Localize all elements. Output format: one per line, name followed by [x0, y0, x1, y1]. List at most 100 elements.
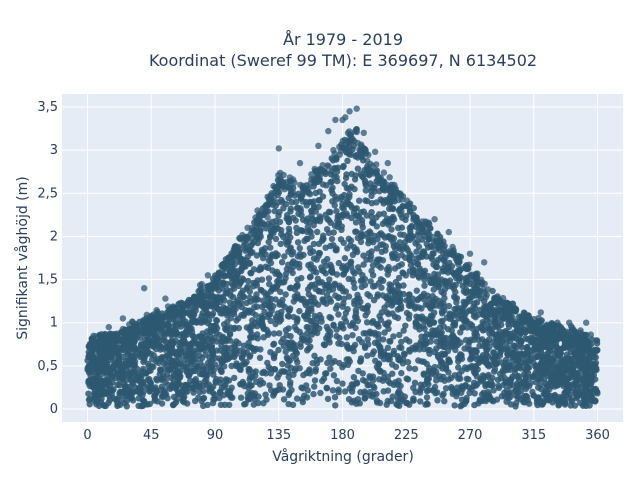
data-point — [185, 350, 192, 357]
data-point — [342, 174, 350, 182]
data-point — [438, 276, 445, 283]
data-point — [278, 259, 286, 266]
data-point — [362, 180, 369, 187]
data-point — [375, 376, 383, 383]
data-point — [225, 255, 232, 262]
data-point — [254, 207, 261, 214]
data-point — [343, 356, 350, 363]
data-point — [328, 359, 336, 367]
data-point — [151, 397, 158, 404]
data-point — [353, 128, 360, 136]
data-point — [246, 353, 253, 360]
data-point — [365, 341, 372, 348]
data-point — [222, 377, 230, 385]
data-point — [581, 396, 588, 403]
data-point — [230, 294, 237, 301]
data-point — [518, 314, 526, 321]
data-point — [455, 274, 462, 282]
data-point — [253, 378, 260, 385]
data-point — [490, 339, 497, 346]
data-point — [537, 309, 544, 316]
data-point — [164, 395, 171, 402]
data-point — [351, 270, 358, 277]
data-point — [540, 376, 548, 383]
data-point — [85, 348, 93, 356]
data-point — [323, 226, 331, 233]
data-point — [336, 334, 343, 342]
data-point — [528, 356, 535, 363]
data-point — [166, 327, 174, 334]
data-point — [463, 317, 470, 325]
data-point — [350, 374, 358, 381]
data-point — [216, 331, 223, 339]
data-point — [446, 343, 454, 350]
data-point — [105, 323, 113, 331]
data-point — [358, 231, 365, 239]
data-point — [285, 313, 293, 320]
data-point — [365, 240, 372, 247]
data-point — [461, 400, 468, 407]
data-point — [233, 299, 240, 306]
data-point — [205, 287, 212, 294]
data-point — [156, 371, 163, 378]
data-point — [222, 290, 229, 297]
data-point — [364, 197, 371, 205]
data-point — [421, 325, 428, 332]
data-point — [452, 346, 459, 354]
data-point — [296, 245, 303, 252]
data-point — [261, 308, 268, 316]
data-point — [423, 340, 430, 347]
data-point — [323, 292, 331, 299]
data-point — [470, 383, 477, 390]
data-point — [353, 205, 360, 212]
data-point — [345, 139, 352, 147]
data-point — [335, 259, 342, 267]
data-point — [569, 369, 576, 376]
data-point — [374, 236, 381, 243]
data-point — [412, 320, 419, 327]
data-point — [143, 323, 151, 330]
data-point — [252, 312, 259, 319]
data-point — [162, 295, 169, 302]
data-point — [305, 345, 312, 352]
data-point — [414, 260, 422, 267]
data-point — [182, 388, 189, 395]
data-point — [257, 346, 264, 353]
data-point — [183, 381, 190, 389]
data-point — [425, 272, 432, 280]
data-point — [362, 147, 369, 154]
data-point — [377, 346, 384, 353]
data-point — [471, 273, 478, 280]
data-point — [526, 364, 533, 371]
data-point — [371, 329, 378, 336]
data-point — [399, 245, 407, 253]
data-point — [243, 358, 250, 366]
data-point — [296, 307, 303, 315]
data-point — [101, 331, 109, 338]
data-point — [275, 346, 282, 354]
data-point — [458, 265, 465, 272]
data-point — [431, 270, 438, 278]
data-point — [391, 253, 398, 261]
data-point — [524, 336, 532, 343]
data-point — [162, 353, 170, 360]
data-point — [543, 342, 550, 349]
data-point — [433, 338, 440, 345]
data-point — [303, 323, 310, 331]
data-point — [282, 327, 290, 334]
data-point — [352, 247, 359, 254]
data-point — [116, 376, 123, 383]
data-point — [526, 326, 533, 333]
data-point — [172, 320, 179, 327]
data-point — [246, 395, 253, 403]
data-point — [171, 305, 178, 313]
data-point — [312, 366, 319, 373]
data-point — [313, 216, 320, 224]
data-point — [406, 365, 413, 372]
data-point — [481, 280, 488, 287]
data-point — [444, 283, 452, 290]
data-point — [254, 335, 261, 342]
data-point — [373, 199, 380, 206]
data-point — [193, 319, 200, 326]
data-point — [425, 244, 432, 251]
